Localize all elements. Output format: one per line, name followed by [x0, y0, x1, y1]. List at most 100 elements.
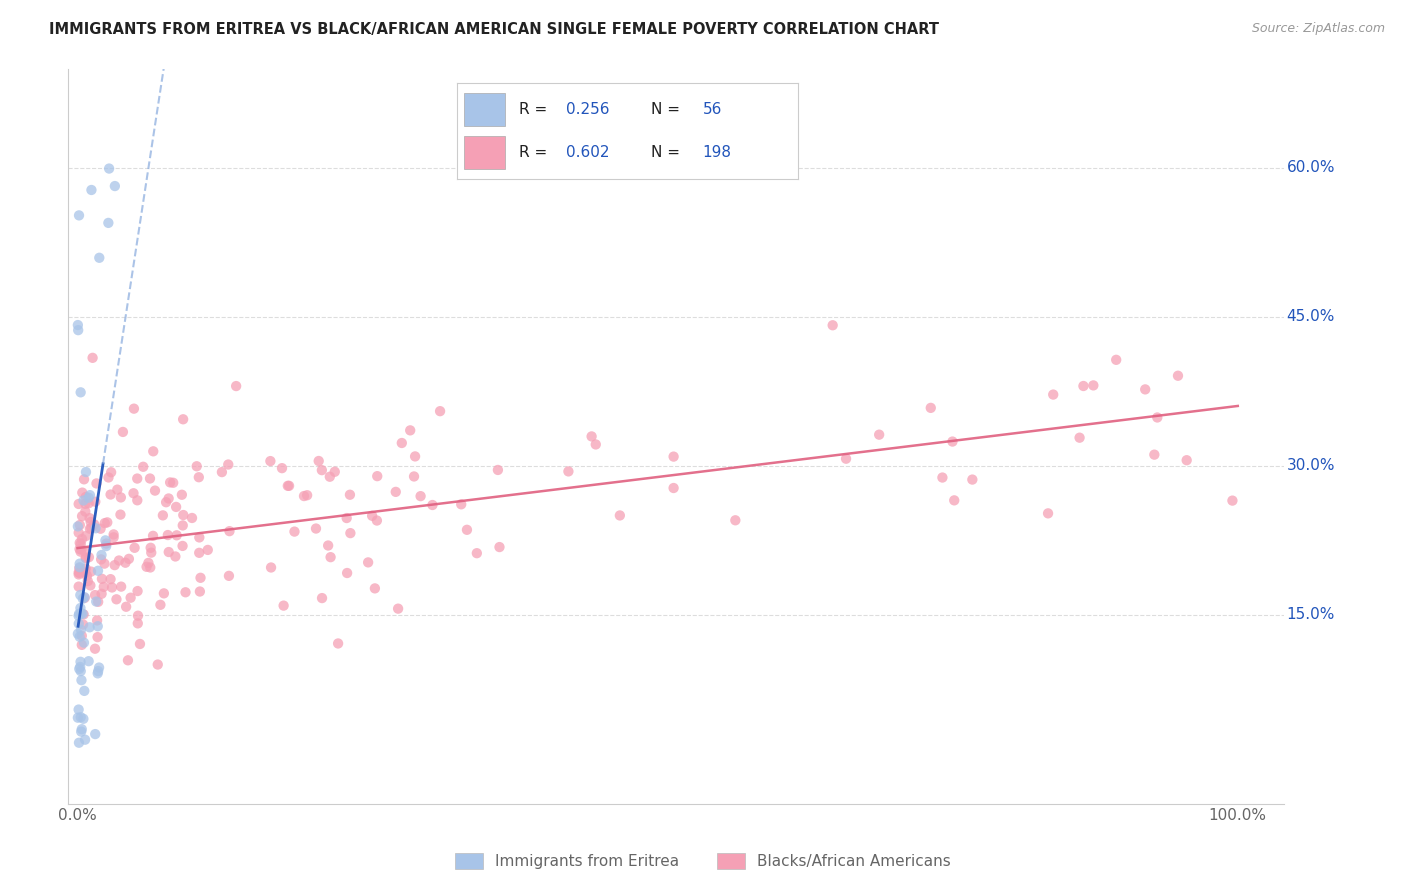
Point: [1167, 368, 1189, 383]
Point: [69, 544, 91, 558]
Point: [72, 617, 94, 632]
Point: [399, 423, 422, 437]
Point: [127, 616, 149, 631]
Point: [172, 412, 194, 426]
Point: [70, 638, 93, 652]
Point: [110, 508, 132, 522]
Point: [217, 458, 239, 472]
Point: [429, 404, 451, 418]
Point: [920, 401, 942, 415]
Point: [69, 566, 91, 580]
Point: [80, 521, 103, 535]
Point: [67, 702, 90, 716]
Point: [69, 630, 91, 644]
Point: [172, 508, 194, 522]
Point: [465, 546, 488, 560]
Point: [336, 511, 359, 525]
Text: 60.0%: 60.0%: [1286, 161, 1336, 176]
Point: [108, 553, 131, 567]
Point: [142, 444, 165, 458]
Point: [724, 513, 747, 527]
Point: [105, 592, 128, 607]
Point: [79, 522, 101, 536]
Point: [77, 654, 100, 668]
Point: [77, 491, 100, 505]
Point: [90, 548, 112, 562]
Point: [69, 537, 91, 551]
Point: [273, 599, 295, 613]
Point: [1083, 378, 1105, 392]
Point: [366, 469, 388, 483]
Point: [409, 489, 432, 503]
Point: [69, 710, 91, 724]
Point: [149, 598, 172, 612]
Point: [67, 567, 90, 582]
Point: [364, 582, 387, 596]
Point: [84, 727, 107, 741]
Point: [90, 587, 112, 601]
Point: [70, 532, 93, 546]
Point: [86, 476, 108, 491]
Point: [70, 542, 93, 557]
Point: [159, 475, 181, 490]
Point: [142, 529, 165, 543]
Point: [105, 483, 128, 497]
Point: [387, 601, 409, 615]
Point: [305, 522, 328, 536]
Point: [188, 584, 211, 599]
Legend: Immigrants from Eritrea, Blacks/African Americans: Immigrants from Eritrea, Blacks/African …: [449, 847, 957, 875]
Point: [1069, 431, 1091, 445]
Point: [93, 580, 115, 594]
Point: [962, 473, 984, 487]
Point: [155, 495, 177, 509]
Point: [75, 561, 97, 575]
Point: [84, 521, 107, 535]
Point: [73, 590, 96, 604]
Point: [339, 488, 361, 502]
Point: [404, 450, 426, 464]
Point: [260, 560, 283, 574]
Point: [127, 493, 149, 508]
Point: [127, 584, 149, 599]
Point: [77, 496, 100, 510]
Point: [156, 528, 179, 542]
Point: [118, 552, 141, 566]
Point: [89, 251, 111, 265]
Point: [86, 666, 108, 681]
Point: [157, 545, 180, 559]
Point: [69, 601, 91, 615]
Point: [225, 379, 247, 393]
Point: [72, 591, 94, 606]
Point: [1175, 453, 1198, 467]
Point: [1042, 387, 1064, 401]
Point: [295, 488, 318, 502]
Point: [69, 385, 91, 400]
Point: [76, 569, 98, 583]
Point: [67, 323, 90, 337]
Point: [79, 488, 101, 502]
Point: [69, 588, 91, 602]
Point: [75, 529, 97, 543]
Point: [84, 594, 107, 608]
Point: [69, 518, 91, 533]
Point: [835, 451, 858, 466]
Point: [75, 566, 97, 580]
Point: [69, 660, 91, 674]
Point: [70, 673, 93, 688]
Point: [98, 161, 121, 176]
Point: [103, 527, 125, 541]
Point: [69, 560, 91, 574]
Point: [69, 557, 91, 571]
Point: [75, 497, 97, 511]
Point: [94, 516, 117, 530]
Point: [73, 472, 96, 486]
Point: [211, 465, 233, 479]
Point: [422, 498, 444, 512]
Point: [84, 494, 107, 508]
Point: [73, 544, 96, 558]
Point: [75, 551, 97, 566]
Point: [139, 471, 162, 485]
Point: [73, 591, 96, 605]
Point: [138, 556, 160, 570]
Point: [132, 459, 155, 474]
